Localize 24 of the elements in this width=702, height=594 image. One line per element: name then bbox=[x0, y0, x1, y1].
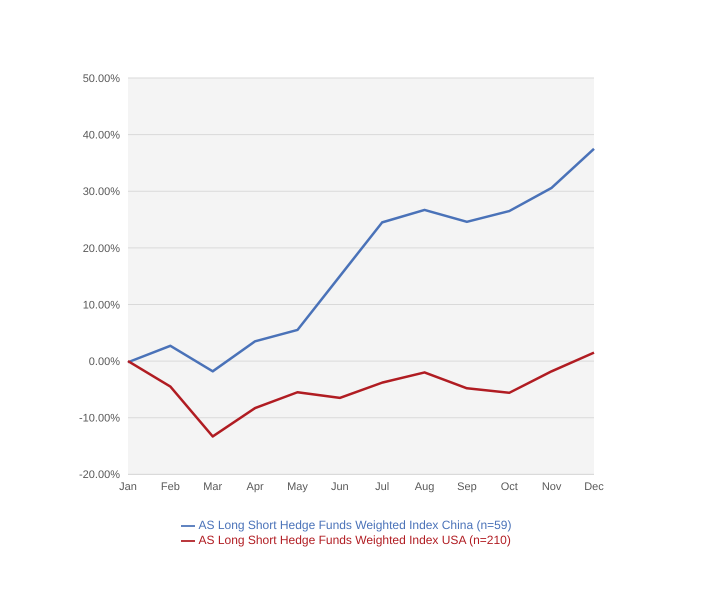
y-tick-label: 40.00% bbox=[82, 130, 120, 142]
legend-label: AS Long Short Hedge Funds Weighted Index China (n=59) bbox=[198, 518, 512, 532]
y-tick-label: 10.00% bbox=[82, 299, 120, 312]
legend-label: AS Long Short Hedge Funds Weighted Index USA (n=210) bbox=[198, 533, 511, 548]
x-tick-label: Feb bbox=[160, 481, 180, 494]
x-tick-label: Nov bbox=[542, 481, 562, 494]
x-tick-label: Jul bbox=[375, 481, 390, 494]
x-tick-label: Sep bbox=[457, 481, 477, 494]
x-tick-label: Dec bbox=[584, 481, 604, 494]
x-tick-label: Apr bbox=[246, 481, 264, 494]
x-tick-label: May bbox=[287, 481, 308, 494]
y-tick-label: 30.00% bbox=[82, 186, 120, 198]
y-tick-label: 0.00% bbox=[88, 356, 120, 368]
x-tick-label: Mar bbox=[203, 481, 223, 494]
line-series bbox=[126, 148, 596, 373]
x-tick-label: Oct bbox=[500, 481, 518, 494]
x-tick-label: Jan bbox=[119, 481, 137, 494]
line-series bbox=[126, 351, 596, 438]
x-tick-label: Aug bbox=[414, 481, 434, 494]
y-tick-label: 50.00% bbox=[82, 72, 120, 85]
y-tick-label: -10.00% bbox=[79, 412, 120, 425]
y-tick-label: -20.00% bbox=[79, 469, 120, 482]
x-tick-label: Jun bbox=[330, 481, 349, 494]
y-tick-label: 20.00% bbox=[82, 242, 120, 255]
